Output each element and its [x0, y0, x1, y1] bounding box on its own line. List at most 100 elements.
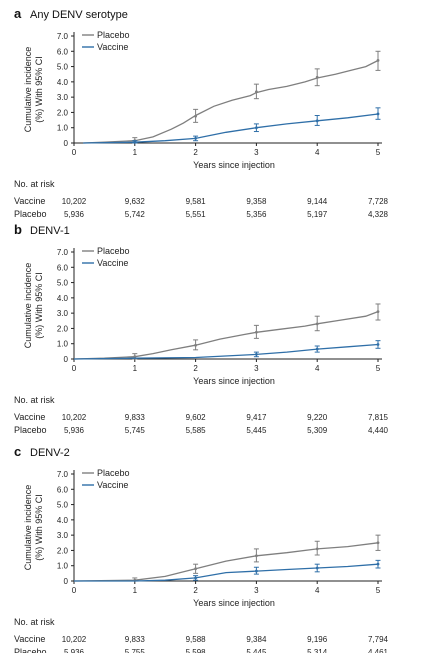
at-risk-value: 5,314: [307, 648, 328, 653]
x-tick-label: 3: [254, 364, 259, 373]
at-risk-row-label: Placebo: [14, 209, 47, 219]
at-risk-value: 9,220: [307, 413, 328, 422]
at-risk-value: 7,815: [368, 413, 389, 422]
y-tick-label: 3.0: [57, 93, 69, 102]
y-axis-label-line1: Cumulative incidence: [23, 263, 33, 349]
data-point: [194, 137, 198, 140]
at-risk-value: 9,588: [186, 635, 207, 644]
data-point: [376, 310, 380, 314]
x-tick-label: 1: [133, 364, 138, 373]
y-axis-label-line2: (%) With 95% CI: [34, 272, 44, 339]
y-tick-label: 1.0: [57, 124, 69, 133]
at-risk-value: 5,309: [307, 426, 328, 435]
y-tick-label: 5.0: [57, 501, 69, 510]
y-tick-label: 0: [64, 355, 69, 364]
series-line: [83, 59, 379, 144]
at-risk-value: 9,833: [125, 413, 146, 422]
chart-title: Any DENV serotype: [30, 9, 128, 21]
x-tick-label: 2: [193, 586, 198, 595]
y-tick-label: 6.0: [57, 47, 69, 56]
x-tick-label: 5: [376, 586, 381, 595]
x-tick-label: 5: [376, 364, 381, 373]
series-line: [73, 343, 379, 360]
x-tick-label: 3: [254, 586, 259, 595]
data-point: [315, 75, 319, 79]
at-risk-value: 5,936: [64, 426, 85, 435]
data-point: [255, 126, 258, 130]
at-risk-value: 9,602: [186, 413, 207, 422]
data-point: [255, 569, 258, 573]
at-risk-value: 5,936: [64, 648, 85, 653]
at-risk-value: 9,833: [125, 635, 146, 644]
legend-label: Vaccine: [97, 480, 128, 490]
data-point: [376, 112, 380, 116]
y-axis-label-line1: Cumulative incidence: [23, 47, 33, 133]
panel-letter: b: [14, 222, 22, 237]
data-point: [315, 547, 319, 551]
legend-label: Vaccine: [97, 42, 128, 52]
y-tick-label: 4.0: [57, 78, 69, 87]
y-tick-label: 1.0: [57, 562, 69, 571]
y-axis-label-line2: (%) With 95% CI: [34, 56, 44, 123]
x-tick-label: 4: [315, 586, 320, 595]
at-risk-value: 5,445: [246, 426, 267, 435]
at-risk-value: 4,440: [368, 426, 389, 435]
series-line: [74, 563, 379, 582]
data-point: [194, 576, 198, 580]
series-line: [73, 542, 379, 582]
at-risk-value: 10,202: [62, 197, 87, 206]
x-axis-label: Years since injection: [193, 598, 275, 608]
data-point: [255, 330, 258, 334]
chart-panel-c: c DENV-2 0 1.0 2.0 3.0 4.0 5.0 6.0 7.0 0 1 2 3 4 5 Cumul…: [14, 444, 389, 653]
chart-panel-b: b DENV-1 0 1.0 2.0 3.0 4.0 5.0 6.0 7.0 0 1 2 3 4 5 Cumul…: [14, 222, 389, 435]
legend-label: Placebo: [97, 30, 130, 40]
y-tick-label: 3.0: [57, 531, 69, 540]
at-risk-value: 9,581: [186, 197, 207, 206]
x-axis-label: Years since injection: [193, 376, 275, 386]
data-point: [194, 343, 198, 347]
x-tick-label: 1: [133, 586, 138, 595]
x-tick-label: 4: [315, 148, 320, 157]
series-line: [83, 113, 379, 144]
data-point: [194, 567, 198, 571]
at-risk-row-label: Placebo: [14, 647, 47, 653]
x-tick-label: 2: [193, 148, 198, 157]
x-tick-label: 1: [133, 148, 138, 157]
y-tick-label: 5.0: [57, 279, 69, 288]
at-risk-value: 4,461: [368, 648, 389, 653]
at-risk-value: 7,728: [368, 197, 389, 206]
y-tick-label: 6.0: [57, 485, 69, 494]
legend-label: Vaccine: [97, 258, 128, 268]
data-point: [376, 343, 380, 346]
y-tick-label: 0: [64, 577, 69, 586]
y-tick-label: 3.0: [57, 309, 69, 318]
at-risk-value: 9,196: [307, 635, 328, 644]
chart-title: DENV-2: [30, 447, 70, 459]
y-tick-label: 6.0: [57, 263, 69, 272]
at-risk-value: 7,794: [368, 635, 389, 644]
y-tick-label: 2.0: [57, 546, 69, 555]
data-point: [255, 554, 258, 558]
legend-label: Placebo: [97, 468, 130, 478]
x-tick-label: 5: [376, 148, 381, 157]
y-axis-label-line1: Cumulative incidence: [23, 485, 33, 571]
x-tick-label: 0: [72, 586, 77, 595]
at-risk-value: 9,144: [307, 197, 328, 206]
chart-panel-a: a Any DENV serotype 0 1.0 2.0 3.0 4.0 5.0 6.0 7.0…: [14, 6, 389, 219]
at-risk-heading: No. at risk: [14, 617, 55, 627]
y-tick-label: 7.0: [57, 248, 69, 257]
y-axis-label-line2: (%) With 95% CI: [34, 494, 44, 561]
chart-title: DENV-1: [30, 225, 70, 237]
x-tick-label: 4: [315, 364, 320, 373]
at-risk-row-label: Vaccine: [14, 634, 45, 644]
y-tick-label: 7.0: [57, 32, 69, 41]
x-tick-label: 0: [72, 364, 77, 373]
y-tick-label: 2.0: [57, 108, 69, 117]
panel-letter: c: [14, 444, 21, 459]
series-line: [73, 310, 379, 360]
at-risk-value: 5,356: [246, 210, 267, 219]
data-point: [315, 347, 319, 351]
data-point: [255, 90, 258, 94]
x-axis-label: Years since injection: [193, 160, 275, 170]
data-point: [315, 322, 319, 326]
